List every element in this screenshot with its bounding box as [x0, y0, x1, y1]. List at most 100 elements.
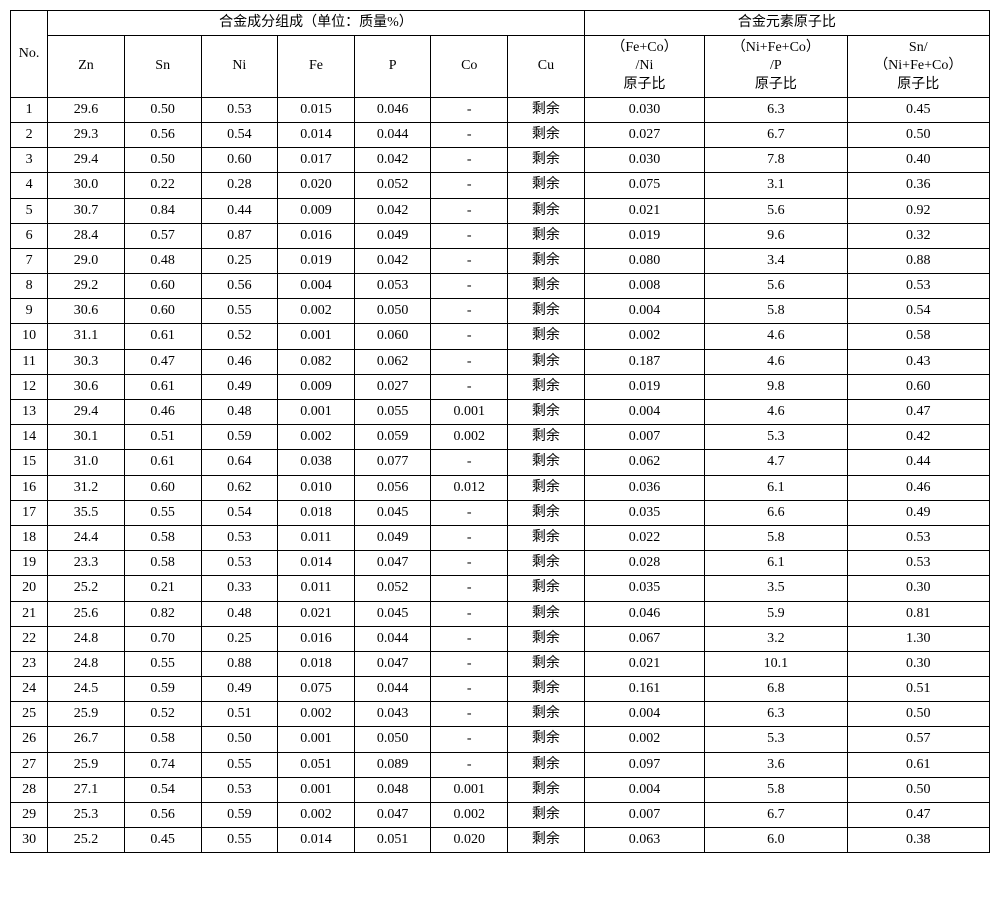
cell-fe: 0.016	[278, 223, 355, 248]
cell-ratio-sn-nifeco: 0.30	[847, 576, 989, 601]
cell-co: -	[431, 324, 508, 349]
table-row: 129.60.500.530.0150.046-剩余0.0306.30.45	[11, 97, 990, 122]
cell-fe: 0.004	[278, 274, 355, 299]
cell-ratio-nifeco-p: 5.6	[705, 198, 847, 223]
cell-no: 19	[11, 551, 48, 576]
cell-ratio-feco-ni: 0.097	[584, 752, 704, 777]
header-co: Co	[431, 36, 508, 98]
cell-p: 0.044	[354, 122, 431, 147]
table-row: 1329.40.460.480.0010.0550.001剩余0.0044.60…	[11, 400, 990, 425]
cell-ratio-sn-nifeco: 0.45	[847, 97, 989, 122]
cell-p: 0.045	[354, 500, 431, 525]
cell-ni: 0.64	[201, 450, 278, 475]
cell-co: -	[431, 525, 508, 550]
cell-cu: 剩余	[508, 248, 585, 273]
table-row: 1631.20.600.620.0100.0560.012剩余0.0366.10…	[11, 475, 990, 500]
table-row: 1824.40.580.530.0110.049-剩余0.0225.80.53	[11, 525, 990, 550]
cell-p: 0.044	[354, 626, 431, 651]
cell-ratio-feco-ni: 0.063	[584, 828, 704, 853]
cell-co: -	[431, 248, 508, 273]
header-ratio-sn-nifeco: Sn/ （Ni+Fe+Co） 原子比	[847, 36, 989, 98]
cell-ratio-feco-ni: 0.062	[584, 450, 704, 475]
cell-fe: 0.016	[278, 626, 355, 651]
cell-zn: 28.4	[48, 223, 125, 248]
cell-ratio-feco-ni: 0.004	[584, 777, 704, 802]
cell-co: -	[431, 122, 508, 147]
cell-no: 1	[11, 97, 48, 122]
cell-ratio-nifeco-p: 5.3	[705, 727, 847, 752]
cell-ratio-sn-nifeco: 0.50	[847, 702, 989, 727]
cell-ni: 0.28	[201, 173, 278, 198]
cell-sn: 0.48	[124, 248, 201, 273]
cell-no: 24	[11, 677, 48, 702]
cell-p: 0.050	[354, 299, 431, 324]
cell-ratio-feco-ni: 0.022	[584, 525, 704, 550]
table-row: 2925.30.560.590.0020.0470.002剩余0.0076.70…	[11, 803, 990, 828]
cell-ratio-feco-ni: 0.004	[584, 299, 704, 324]
table-row: 1430.10.510.590.0020.0590.002剩余0.0075.30…	[11, 425, 990, 450]
cell-ratio-nifeco-p: 5.8	[705, 299, 847, 324]
cell-no: 7	[11, 248, 48, 273]
cell-cu: 剩余	[508, 450, 585, 475]
cell-co: -	[431, 349, 508, 374]
cell-ratio-feco-ni: 0.002	[584, 324, 704, 349]
cell-zn: 31.0	[48, 450, 125, 475]
cell-p: 0.060	[354, 324, 431, 349]
cell-co: 0.002	[431, 803, 508, 828]
cell-fe: 0.001	[278, 324, 355, 349]
cell-sn: 0.82	[124, 601, 201, 626]
cell-ratio-nifeco-p: 3.5	[705, 576, 847, 601]
cell-p: 0.047	[354, 803, 431, 828]
table-row: 2827.10.540.530.0010.0480.001剩余0.0045.80…	[11, 777, 990, 802]
cell-ratio-feco-ni: 0.161	[584, 677, 704, 702]
cell-no: 10	[11, 324, 48, 349]
cell-ratio-nifeco-p: 6.3	[705, 702, 847, 727]
cell-p: 0.050	[354, 727, 431, 752]
cell-sn: 0.57	[124, 223, 201, 248]
cell-zn: 31.2	[48, 475, 125, 500]
cell-fe: 0.082	[278, 349, 355, 374]
cell-fe: 0.018	[278, 500, 355, 525]
cell-ni: 0.52	[201, 324, 278, 349]
cell-cu: 剩余	[508, 173, 585, 198]
table-row: 2025.20.210.330.0110.052-剩余0.0353.50.30	[11, 576, 990, 601]
header-ratio3-line2: （Ni+Fe+Co）	[874, 58, 962, 73]
cell-ni: 0.55	[201, 299, 278, 324]
header-ratio1-line2: /Ni	[636, 58, 654, 73]
cell-p: 0.044	[354, 677, 431, 702]
cell-no: 15	[11, 450, 48, 475]
cell-ratio-nifeco-p: 7.8	[705, 148, 847, 173]
cell-p: 0.042	[354, 248, 431, 273]
alloy-composition-table: No. 合金成分组成（单位：质量%） 合金元素原子比 Zn Sn Ni Fe P…	[10, 10, 990, 853]
cell-ratio-nifeco-p: 3.6	[705, 752, 847, 777]
cell-co: -	[431, 551, 508, 576]
cell-ratio-sn-nifeco: 0.42	[847, 425, 989, 450]
cell-fe: 0.051	[278, 752, 355, 777]
cell-cu: 剩余	[508, 727, 585, 752]
cell-ratio-nifeco-p: 6.1	[705, 551, 847, 576]
table-row: 1230.60.610.490.0090.027-剩余0.0199.80.60	[11, 374, 990, 399]
cell-fe: 0.001	[278, 777, 355, 802]
cell-ratio-nifeco-p: 5.6	[705, 274, 847, 299]
cell-sn: 0.50	[124, 97, 201, 122]
cell-co: -	[431, 576, 508, 601]
cell-co: -	[431, 299, 508, 324]
cell-no: 5	[11, 198, 48, 223]
cell-fe: 0.002	[278, 702, 355, 727]
cell-ratio-nifeco-p: 9.6	[705, 223, 847, 248]
cell-co: 0.001	[431, 400, 508, 425]
table-row: 1735.50.550.540.0180.045-剩余0.0356.60.49	[11, 500, 990, 525]
header-ratio1-line1: （Fe+Co）	[611, 40, 677, 55]
cell-p: 0.052	[354, 576, 431, 601]
table-row: 1923.30.580.530.0140.047-剩余0.0286.10.53	[11, 551, 990, 576]
cell-ni: 0.48	[201, 400, 278, 425]
table-row: 530.70.840.440.0090.042-剩余0.0215.60.92	[11, 198, 990, 223]
cell-ratio-sn-nifeco: 0.44	[847, 450, 989, 475]
cell-ratio-nifeco-p: 3.1	[705, 173, 847, 198]
cell-no: 21	[11, 601, 48, 626]
cell-no: 6	[11, 223, 48, 248]
cell-no: 12	[11, 374, 48, 399]
cell-ni: 0.54	[201, 122, 278, 147]
cell-ni: 0.50	[201, 727, 278, 752]
cell-cu: 剩余	[508, 626, 585, 651]
